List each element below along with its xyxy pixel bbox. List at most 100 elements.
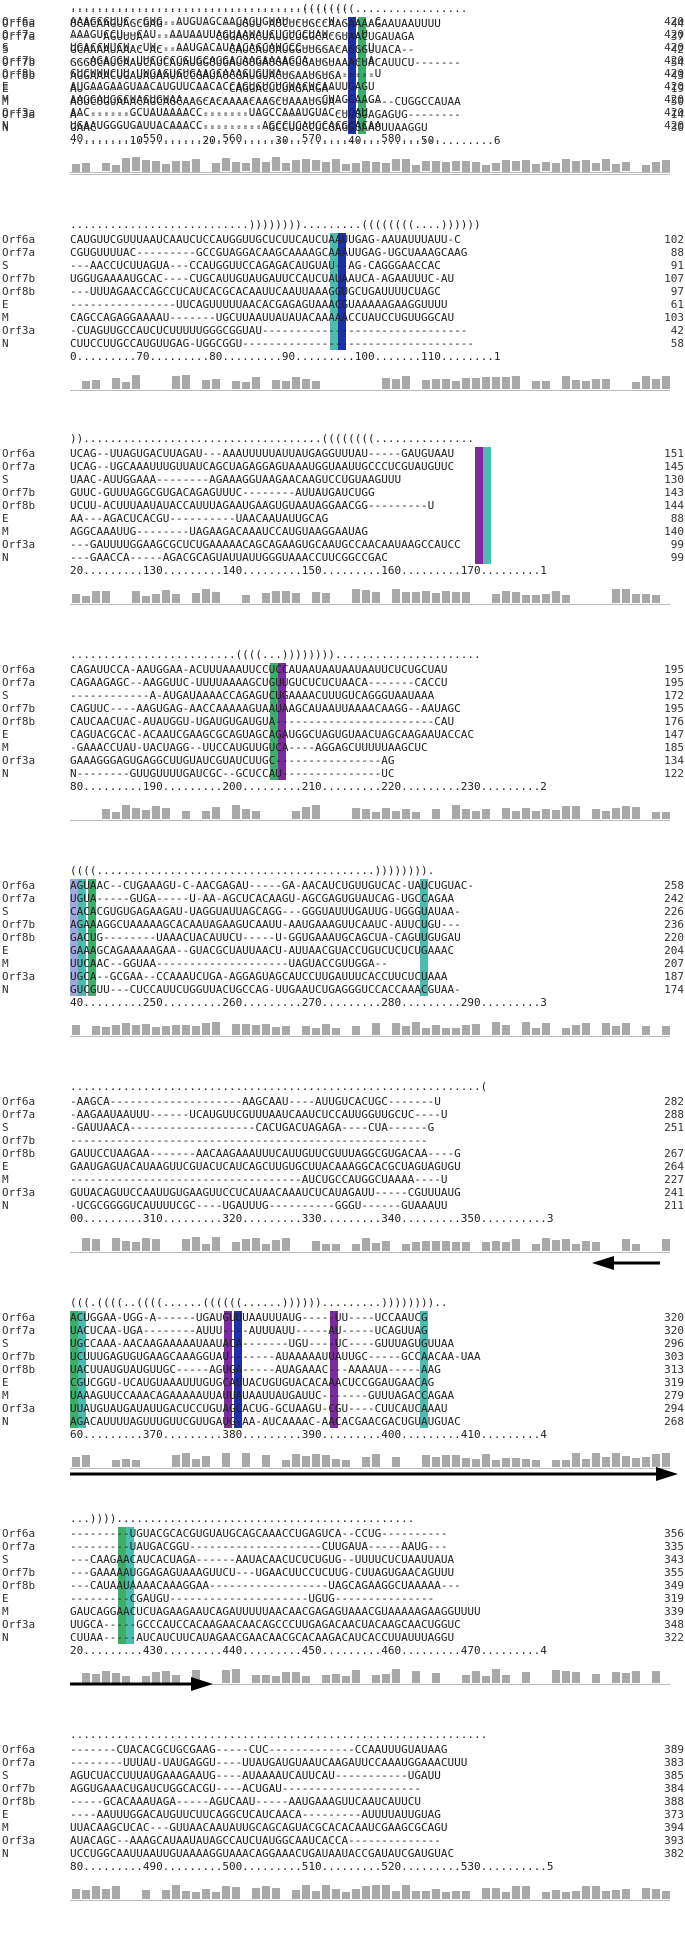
sequence-label: Orf3a bbox=[2, 538, 60, 551]
sequence-row: -----------------------------------AUCUG… bbox=[70, 1173, 448, 1186]
sequence-row: ---------UAUGACGGU--------------------CU… bbox=[70, 1540, 448, 1553]
sequence-row: ---AACCUCUUAGUA---CCAUGGUUCCAGAGACAUGUAU… bbox=[70, 259, 441, 272]
conservation-bar bbox=[312, 592, 320, 603]
conservation-bar bbox=[592, 1674, 600, 1683]
sequence-end-position: 288 bbox=[640, 1108, 684, 1121]
sequence-label: Orf7b bbox=[2, 702, 60, 715]
sequence-end-position: 130 bbox=[640, 473, 684, 486]
conservation-bar bbox=[652, 595, 660, 603]
conservation-bar bbox=[542, 1892, 550, 1899]
sequence-label: Orf3a bbox=[2, 1834, 60, 1847]
position-ruler: 40.........550.........560.........570..… bbox=[70, 132, 441, 145]
conservation-bar bbox=[412, 1242, 420, 1251]
conservation-bar bbox=[612, 1026, 620, 1035]
conservation-bar bbox=[532, 595, 540, 603]
position-ruler: 40.........250.........260.........270..… bbox=[70, 996, 547, 1009]
conservation-bar bbox=[602, 1891, 610, 1899]
conservation-bar bbox=[372, 592, 380, 603]
sequence-label: M bbox=[2, 741, 60, 754]
sequence-row: UCCUGGCAAUUAAUUGUAAAAGGUAAACAGGAAACUGAUA… bbox=[70, 1847, 454, 1860]
conservation-bar bbox=[372, 162, 380, 171]
conservation-bar bbox=[122, 805, 130, 819]
conservation-bar bbox=[392, 811, 400, 819]
conservation-bar bbox=[502, 1675, 510, 1683]
conservation-bar bbox=[502, 1025, 510, 1035]
sequence-row: -CUAGUUGCCAUCUCUUUUUGGGCGGUAU-----------… bbox=[70, 324, 467, 337]
direction-arrow bbox=[60, 1674, 215, 1694]
alignment-block: ........................................… bbox=[0, 1080, 685, 1310]
conservation-bar bbox=[512, 161, 520, 171]
sequence-end-position: 268 bbox=[640, 1415, 684, 1428]
sequence-end-position: 322 bbox=[640, 1631, 684, 1644]
alignment-block: ...........................)))))))).....… bbox=[0, 218, 685, 448]
conservation-bar bbox=[182, 1025, 190, 1035]
conservation-bar bbox=[572, 1891, 580, 1899]
conservation-track bbox=[72, 375, 668, 389]
conservation-track bbox=[72, 157, 668, 171]
conservation-bar bbox=[562, 1239, 570, 1251]
conservation-bar bbox=[562, 159, 570, 171]
conservation-bar bbox=[162, 590, 170, 603]
sequence-label: N bbox=[2, 767, 60, 780]
conservation-bar bbox=[442, 1892, 450, 1899]
conservation-bar bbox=[72, 1025, 80, 1035]
conservation-bar bbox=[212, 163, 220, 171]
sequence-row: -UCGCGGGGUCAUUUUCGC----UGAUUUG----------… bbox=[70, 1199, 448, 1212]
conservation-bar bbox=[652, 162, 660, 171]
sequence-end-position: 279 bbox=[640, 1389, 684, 1402]
conservation-bar bbox=[452, 1242, 460, 1251]
sequence-row: UCAG--UGCAAAUUUGUUAUCAGCUAGAGGAGUAAAUGGU… bbox=[70, 460, 454, 473]
conservation-bar bbox=[312, 381, 320, 389]
conservation-bar bbox=[642, 1888, 650, 1899]
conservation-bar bbox=[142, 596, 150, 603]
conservation-bar bbox=[242, 1239, 250, 1251]
conservation-bar bbox=[432, 1241, 440, 1251]
conservation-bar bbox=[102, 591, 110, 603]
conservation-bar bbox=[622, 1239, 630, 1251]
conservation-bar bbox=[372, 812, 380, 819]
position-ruler: 00.........310.........320.........330..… bbox=[70, 1212, 553, 1225]
conservation-bar bbox=[312, 1028, 320, 1035]
sequence-row: GUCGUU---CUCCAUUCUGGUUACUGCCAG-UUGAAUCUG… bbox=[70, 983, 461, 996]
sequence-end-position: 294 bbox=[640, 1402, 684, 1415]
sequence-end-position: 122 bbox=[640, 767, 684, 780]
conservation-bar bbox=[542, 1023, 550, 1035]
sequence-row: CAGAAGAGC--AAGGUUC-UUUUAAAAGCUGUUGUCUCUC… bbox=[70, 676, 448, 689]
sequence-row: GUUC-GUUUAGGCGUGACAGAGUUUC--------AUUAUG… bbox=[70, 486, 375, 499]
sequence-row: -GAUUAACA-------------------CACUGACUAGAG… bbox=[70, 1121, 434, 1134]
sequence-row: UAAAGUUCCAAACAGAAAAAUUAUUAUAAUUAUGAUUC--… bbox=[70, 1389, 454, 1402]
conservation-bar bbox=[312, 805, 320, 819]
conservation-bar bbox=[402, 1885, 410, 1899]
sequence-label: Orf6a bbox=[2, 663, 60, 676]
sequence-label: Orf7b bbox=[2, 1566, 60, 1579]
conservation-bar bbox=[622, 589, 630, 603]
conservation-bar bbox=[552, 1240, 560, 1251]
conservation-bar bbox=[472, 162, 480, 171]
sequence-end-position: 185 bbox=[640, 741, 684, 754]
conservation-bar bbox=[332, 1244, 340, 1251]
sequence-end-position: 335 bbox=[640, 1540, 684, 1553]
conservation-bar bbox=[522, 1886, 530, 1899]
sequence-row: AGGCAAAUUG--------UAGAAGACAAAUCCAUGUAAGG… bbox=[70, 525, 368, 538]
sequence-label: Orf8b bbox=[2, 1579, 60, 1592]
sequence-end-position: 144 bbox=[640, 499, 684, 512]
sequence-end-position: 313 bbox=[640, 1363, 684, 1376]
conservation-bar bbox=[572, 1025, 580, 1035]
sequence-end-position: 99 bbox=[640, 538, 684, 551]
conservation-bar bbox=[122, 1241, 130, 1251]
conservation-bar bbox=[472, 811, 480, 819]
conservation-bar bbox=[532, 1028, 540, 1035]
conservation-bar bbox=[562, 1671, 570, 1683]
conservation-bar bbox=[442, 379, 450, 389]
sequence-label: Orf6a bbox=[2, 1527, 60, 1540]
conservation-track bbox=[72, 805, 668, 819]
conservation-bar bbox=[272, 1240, 280, 1251]
sequence-end-position: 356 bbox=[640, 1527, 684, 1540]
conservation-bar bbox=[152, 1239, 160, 1251]
conservation-bar bbox=[112, 1886, 120, 1899]
sequence-row: UGUA-----GUGA-----U-AA-AGCUCACAAGU-AGCGA… bbox=[70, 892, 454, 905]
conservation-bar bbox=[232, 381, 240, 389]
conservation-bar bbox=[642, 1026, 650, 1035]
conservation-bar bbox=[482, 1242, 490, 1251]
conservation-bar bbox=[662, 160, 670, 171]
